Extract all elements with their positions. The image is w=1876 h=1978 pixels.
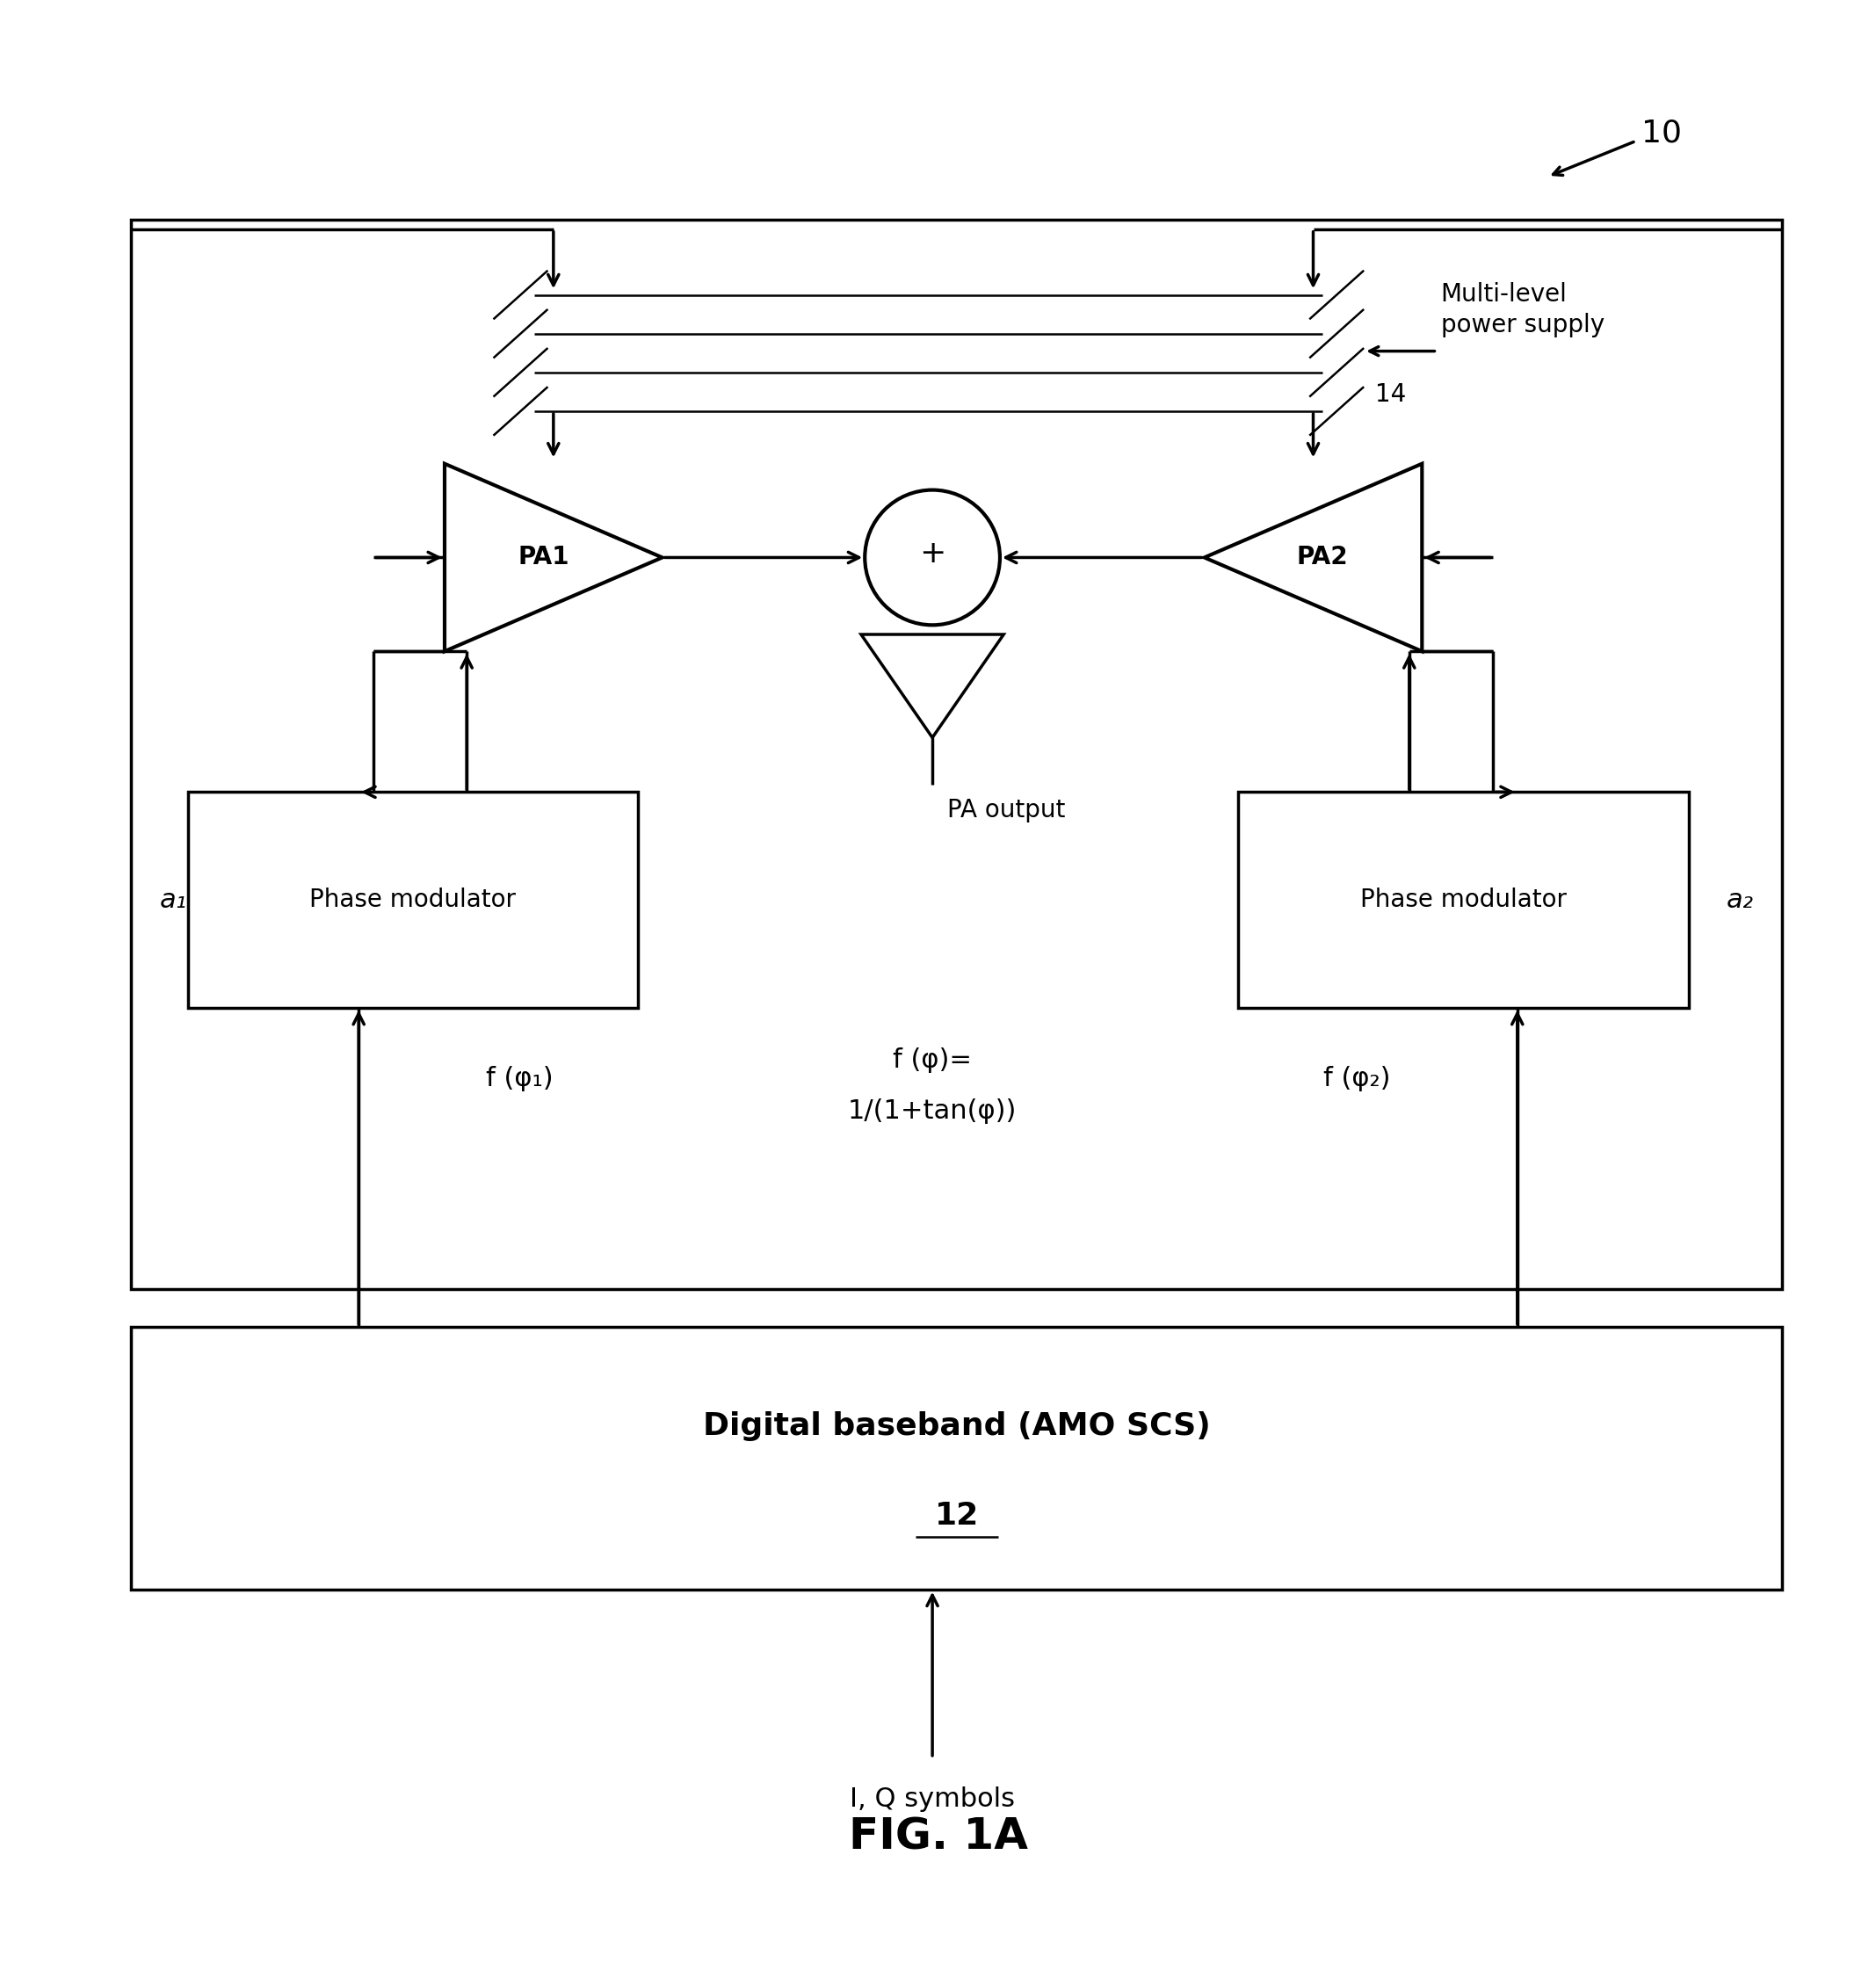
Text: PA2: PA2 xyxy=(1296,546,1349,570)
Bar xyxy=(1238,791,1688,1007)
Text: 1/(1+tan(φ)): 1/(1+tan(φ)) xyxy=(848,1098,1017,1124)
Bar xyxy=(188,791,638,1007)
Text: FIG. 1A: FIG. 1A xyxy=(848,1816,1028,1857)
Text: 12: 12 xyxy=(934,1501,979,1531)
Polygon shape xyxy=(861,635,1004,738)
Text: f (φ)=: f (φ)= xyxy=(893,1048,972,1072)
Text: 14: 14 xyxy=(1375,382,1407,407)
Text: Multi-level
power supply: Multi-level power supply xyxy=(1441,283,1604,338)
Polygon shape xyxy=(445,463,662,651)
Text: Phase modulator: Phase modulator xyxy=(310,888,516,912)
Bar xyxy=(131,1327,1782,1590)
Text: Phase modulator: Phase modulator xyxy=(1360,888,1566,912)
Text: f (φ₁): f (φ₁) xyxy=(486,1066,553,1092)
Text: 10: 10 xyxy=(1642,119,1683,148)
Text: +: + xyxy=(919,538,946,570)
Text: Digital baseband (AMO SCS): Digital baseband (AMO SCS) xyxy=(704,1412,1210,1442)
Polygon shape xyxy=(1204,463,1422,651)
Text: PA output: PA output xyxy=(947,797,1066,823)
Bar xyxy=(131,220,1782,1290)
Text: PA1: PA1 xyxy=(518,546,570,570)
Text: f (φ₂): f (φ₂) xyxy=(1323,1066,1390,1092)
Text: a₁: a₁ xyxy=(159,888,188,912)
Text: a₂: a₂ xyxy=(1726,888,1754,912)
Circle shape xyxy=(865,491,1000,625)
Text: I, Q symbols: I, Q symbols xyxy=(850,1786,1015,1812)
